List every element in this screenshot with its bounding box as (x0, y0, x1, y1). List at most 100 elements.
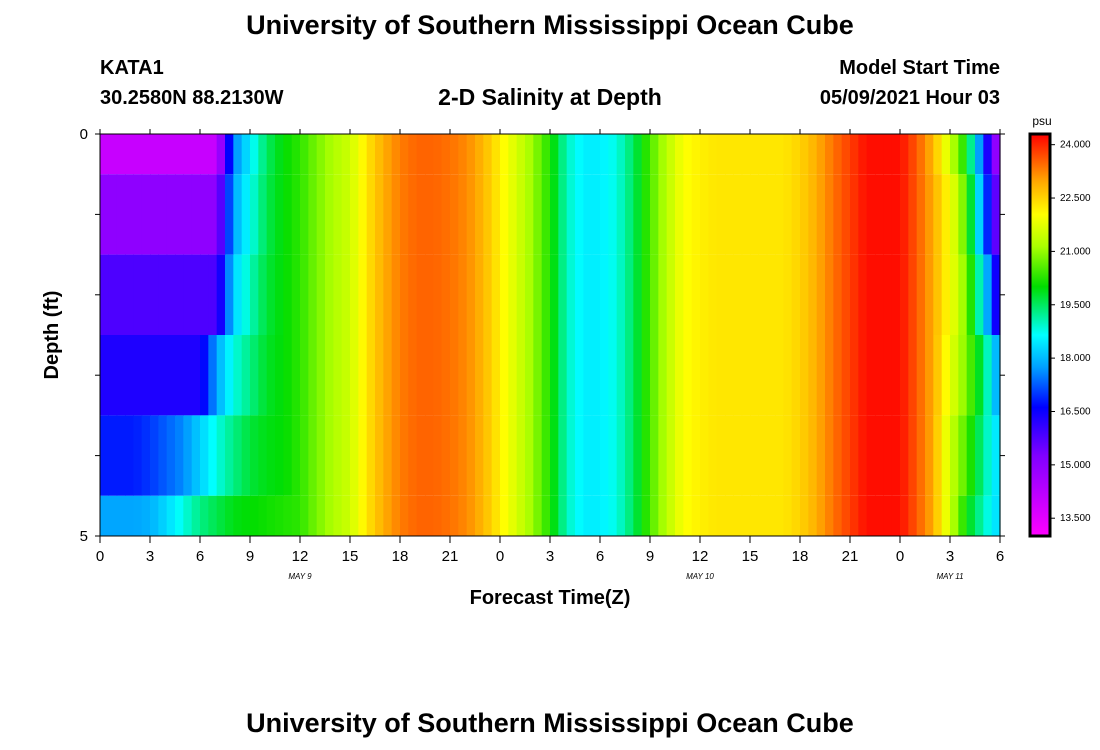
heatmap-cell (866, 134, 876, 175)
heatmap-cell (933, 415, 943, 496)
heatmap-cell (916, 134, 926, 175)
heatmap-cell (125, 415, 134, 496)
heatmap-cell (183, 174, 193, 255)
heatmap-cell (675, 335, 684, 416)
heatmap-cell (391, 254, 401, 335)
heatmap-cell (341, 335, 351, 416)
colorbar-tick-label: 22.500 (1060, 193, 1091, 204)
heatmap-cell (558, 134, 568, 175)
heatmap-cell (416, 134, 426, 175)
heatmap-cell (308, 134, 318, 175)
heatmap-cell (958, 174, 968, 255)
heatmap-cell (483, 495, 493, 536)
heatmap-cell (691, 174, 701, 255)
heatmap-cell (158, 174, 168, 255)
heatmap-cell (583, 335, 593, 416)
heatmap-cell (283, 415, 293, 496)
heatmap-cell (208, 415, 218, 496)
heatmap-cell (758, 134, 768, 175)
heatmap-cell (525, 335, 534, 416)
heatmap-cell (308, 174, 318, 255)
heatmap-cell (208, 335, 218, 416)
heatmap-cell (150, 495, 159, 536)
heatmap-cell (875, 415, 884, 496)
heatmap-cell (450, 335, 459, 416)
heatmap-cell (441, 335, 451, 416)
heatmap-cell (825, 335, 834, 416)
heatmap-cell (733, 335, 743, 416)
heatmap-cell (608, 495, 618, 536)
heatmap-cell (291, 254, 301, 335)
heatmap-cell (508, 335, 518, 416)
heatmap-cell (933, 134, 943, 175)
heatmap-cell (283, 174, 293, 255)
heatmap-cell (991, 495, 1001, 536)
heatmap-cell (750, 335, 759, 416)
heatmap-cell (941, 174, 951, 255)
heatmap-cell (941, 134, 951, 175)
heatmap-cell (483, 134, 493, 175)
heatmap-cell (733, 495, 743, 536)
heatmap-cell (450, 134, 459, 175)
heatmap-cell (833, 134, 843, 175)
heatmap-cell (716, 335, 726, 416)
heatmap-cell (508, 415, 518, 496)
heatmap-cell (458, 415, 468, 496)
heatmap-cell (716, 134, 726, 175)
y-tick-label: 0 (80, 126, 88, 143)
heatmap-cell (225, 335, 234, 416)
heatmap-cell (608, 415, 618, 496)
heatmap-cell (366, 495, 376, 536)
heatmap-cell (316, 174, 326, 255)
heatmap-cell (483, 174, 493, 255)
heatmap-cell (666, 134, 676, 175)
heatmap-cell (383, 415, 393, 496)
heatmap-cell (608, 134, 618, 175)
heatmap-cell (516, 134, 526, 175)
heatmap-cell (625, 335, 634, 416)
heatmap-cell (591, 174, 601, 255)
heatmap-cell (133, 415, 143, 496)
heatmap-cell (850, 174, 859, 255)
heatmap-cell (141, 134, 151, 175)
heatmap-cell (975, 495, 984, 536)
heatmap-cell (408, 335, 418, 416)
heatmap-cell (966, 495, 976, 536)
heatmap-cell (116, 134, 126, 175)
heatmap-cell (883, 495, 893, 536)
heatmap-cell (850, 415, 859, 496)
heatmap-cell (741, 254, 751, 335)
heatmap-cell (375, 174, 384, 255)
heatmap-cell (541, 134, 551, 175)
heatmap-cell (466, 134, 476, 175)
heatmap-cell (983, 415, 993, 496)
heatmap-cell (391, 415, 401, 496)
heatmap-cell (400, 335, 409, 416)
heatmap-cell (100, 495, 109, 536)
heatmap-cell (233, 174, 243, 255)
heatmap-cell (733, 134, 743, 175)
heatmap-cell (658, 134, 668, 175)
heatmap-cell (258, 415, 268, 496)
heatmap-cell (250, 134, 259, 175)
heatmap-cell (200, 254, 209, 335)
heatmap-cell (675, 415, 684, 496)
heatmap-cell (758, 415, 768, 496)
heatmap-cell (125, 335, 134, 416)
heatmap-cell (616, 335, 626, 416)
heatmap-cell (800, 335, 809, 416)
heatmap-cell (583, 174, 593, 255)
heatmap-cell (858, 335, 868, 416)
heatmap-cell (575, 415, 584, 496)
heatmap-cell (350, 254, 359, 335)
heatmap-cell (658, 335, 668, 416)
heatmap-cell (733, 174, 743, 255)
heatmap-cell (158, 335, 168, 416)
heatmap-cell (658, 495, 668, 536)
heatmap-cell (541, 335, 551, 416)
heatmap-cell (666, 495, 676, 536)
heatmap-cell (275, 415, 284, 496)
heatmap-cell (166, 335, 176, 416)
heatmap-cell (966, 335, 976, 416)
heatmap-cell (358, 415, 368, 496)
